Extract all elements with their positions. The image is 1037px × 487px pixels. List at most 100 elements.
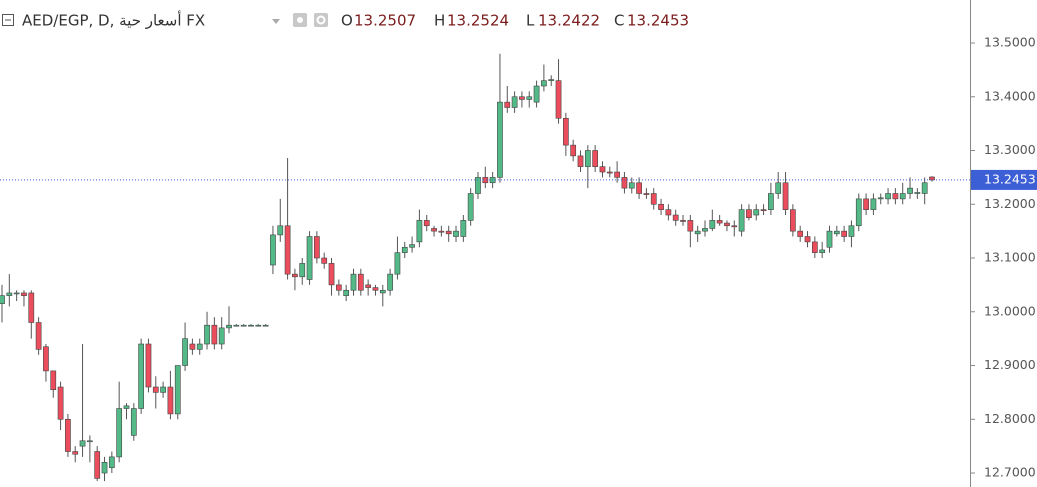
visibility-icon-eye bbox=[297, 17, 303, 23]
candle-body bbox=[628, 182, 635, 189]
candle-body bbox=[929, 176, 935, 181]
candle-body bbox=[526, 96, 533, 100]
candle-body bbox=[328, 263, 335, 286]
candle-body bbox=[248, 324, 254, 327]
candle-body bbox=[570, 144, 577, 157]
candle-body bbox=[365, 284, 372, 288]
candle-body bbox=[423, 220, 430, 227]
candle-body bbox=[885, 193, 891, 200]
candle-body bbox=[255, 324, 262, 327]
candle-body bbox=[782, 182, 789, 210]
y-tick-label: 13.5000 bbox=[984, 35, 1036, 50]
candle-body bbox=[584, 150, 591, 167]
candle-body bbox=[196, 343, 203, 350]
candle-body bbox=[614, 171, 620, 178]
settings-icon-gear bbox=[316, 15, 326, 25]
candle-body bbox=[65, 418, 71, 452]
candle-body bbox=[768, 193, 774, 210]
candle-body bbox=[218, 327, 225, 345]
candle-body bbox=[167, 386, 174, 415]
candle-body bbox=[819, 249, 826, 253]
candle-body bbox=[94, 451, 101, 479]
candle-body bbox=[841, 230, 847, 237]
candle-body bbox=[387, 273, 393, 291]
candle-body bbox=[577, 155, 584, 167]
candle-body bbox=[731, 225, 738, 228]
last-price-label: 13.2453 bbox=[984, 171, 1036, 186]
plot-area bbox=[0, 53, 970, 482]
settings-icon[interactable] bbox=[314, 13, 328, 27]
candle-body bbox=[519, 96, 525, 100]
candle-body bbox=[6, 292, 13, 296]
candle-body bbox=[504, 101, 511, 108]
candle-body bbox=[899, 193, 906, 200]
y-tick-label: 13.1000 bbox=[984, 250, 1036, 265]
low-letter: L bbox=[526, 12, 535, 30]
y-tick-label: 13.2000 bbox=[984, 196, 1036, 211]
candle-body bbox=[101, 461, 108, 474]
candle-body bbox=[43, 346, 49, 372]
collapse-icon[interactable] bbox=[2, 14, 14, 26]
candle-body bbox=[833, 230, 840, 235]
candle-body bbox=[13, 292, 20, 295]
candle-body bbox=[716, 220, 723, 224]
candle-body bbox=[870, 198, 877, 210]
candle-body bbox=[35, 322, 42, 350]
candle-body bbox=[694, 230, 701, 235]
candle-body bbox=[306, 236, 313, 280]
last-price-box bbox=[971, 169, 1037, 190]
candle-body bbox=[130, 408, 137, 436]
candle-body bbox=[724, 222, 730, 227]
candle-body bbox=[709, 220, 716, 229]
candle-body bbox=[438, 230, 445, 233]
dropdown-icon[interactable] bbox=[272, 19, 280, 24]
candle-body bbox=[826, 230, 833, 248]
candle-body bbox=[160, 386, 166, 393]
candle-body bbox=[350, 273, 357, 291]
candle-body bbox=[145, 343, 152, 388]
candle-body bbox=[797, 230, 804, 237]
candle-body bbox=[606, 171, 613, 174]
candle-body bbox=[182, 338, 188, 366]
candle-body bbox=[416, 220, 423, 243]
low-value: 13.2422 bbox=[538, 12, 600, 30]
candle-body bbox=[21, 292, 27, 296]
candle-body bbox=[680, 220, 686, 222]
candle-body bbox=[863, 198, 869, 210]
candle-body bbox=[409, 244, 415, 248]
candle-body bbox=[804, 236, 811, 243]
candle-body bbox=[877, 197, 884, 200]
candle-body bbox=[314, 236, 320, 259]
candle-body bbox=[431, 228, 437, 232]
candle-body bbox=[475, 177, 481, 194]
candle-body bbox=[123, 405, 130, 409]
candle-body bbox=[445, 230, 452, 235]
candle-body bbox=[262, 324, 269, 327]
candle-body bbox=[738, 209, 745, 232]
candle-body bbox=[233, 324, 240, 327]
y-tick-label: 13.0000 bbox=[984, 303, 1036, 318]
candle-body bbox=[855, 198, 862, 227]
candle-body bbox=[497, 101, 503, 178]
candle-body bbox=[108, 456, 115, 468]
candle-body bbox=[650, 193, 657, 205]
candle-body bbox=[321, 257, 328, 264]
candle-body bbox=[467, 193, 474, 221]
candle-body bbox=[189, 343, 196, 350]
candle-body bbox=[790, 209, 796, 232]
y-tick-label: 12.8000 bbox=[984, 411, 1036, 426]
header: AED/EGP, D, أسعار حية FX O 13.2507 H 13.… bbox=[2, 11, 689, 30]
candle-body bbox=[50, 370, 57, 391]
y-tick-label: 13.3000 bbox=[984, 142, 1036, 157]
candle-body bbox=[482, 177, 489, 184]
open-letter: O bbox=[341, 12, 353, 30]
candle-body bbox=[921, 182, 928, 194]
candle-body bbox=[204, 324, 210, 345]
candle-body bbox=[548, 79, 555, 81]
candle-body bbox=[292, 273, 298, 278]
candle-body bbox=[401, 246, 408, 253]
candle-body bbox=[28, 292, 35, 323]
high-letter: H bbox=[434, 12, 445, 30]
